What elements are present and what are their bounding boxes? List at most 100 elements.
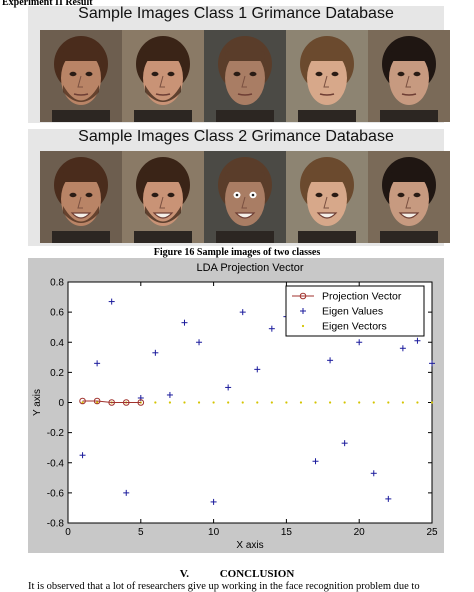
data-point [399, 345, 406, 352]
data-point [343, 401, 346, 404]
legend-label: Projection Vector [322, 291, 402, 303]
y-tick-label: -0.8 [47, 519, 65, 530]
data-point [414, 337, 421, 344]
chart-legend: Projection Vector Eigen Values Eigen Vecto… [285, 285, 425, 337]
section-name: CONCLUSION [219, 568, 295, 580]
y-axis-label: Y axis [32, 389, 43, 416]
y-tick-label: -0.4 [47, 458, 65, 469]
data-point [122, 399, 130, 406]
x-axis-label: X axis [236, 540, 263, 551]
data-point [183, 401, 186, 404]
data-point [96, 401, 99, 404]
data-point [416, 401, 419, 404]
x-tick-label: 0 [65, 527, 71, 538]
series-projection-vector [79, 397, 145, 406]
data-point [270, 401, 273, 404]
legend-label: Eigen Vectors [322, 321, 387, 333]
data-point [299, 401, 303, 404]
section-heading: Experiment II Result [2, 0, 93, 8]
data-point [154, 401, 157, 404]
data-point [285, 401, 288, 404]
data-point [358, 401, 361, 404]
section-title: V. CONCLUSION [0, 568, 474, 580]
lda-projection-chart: LDA Projection Vector 0 5 10 15 20 25 -0.8 -0.6 -… [32, 262, 438, 551]
data-point [314, 401, 317, 404]
sample-panel-class1: Sample Images Class 1 Grimance Database [28, 5, 450, 123]
face-row-class2 [40, 151, 450, 243]
data-point [212, 401, 215, 404]
y-tick-label: -0.6 [47, 488, 65, 499]
face-photo [122, 151, 204, 243]
x-tick-label: 10 [208, 527, 220, 538]
face-photo [40, 151, 122, 243]
y-tick-label: 0.6 [50, 308, 64, 319]
data-point [137, 399, 145, 406]
data-point [239, 309, 246, 316]
data-point [123, 489, 130, 496]
face-photo [204, 30, 286, 122]
data-point [196, 339, 203, 346]
data-point [254, 366, 261, 373]
panel-title-class2: Sample Images Class 2 Grimance Database [78, 128, 394, 145]
data-point [356, 339, 363, 346]
data-point [79, 397, 86, 405]
face-photo [286, 151, 368, 243]
face-row-class1 [40, 30, 450, 122]
data-point [300, 308, 306, 314]
sample-panel-class2: Sample Images Class 2 Grimance Database [28, 128, 450, 246]
data-point [81, 401, 84, 404]
chart-title: LDA Projection Vector [196, 262, 303, 274]
data-point [312, 458, 319, 465]
y-tick-label: -0.2 [47, 428, 65, 439]
body-paragraph: It is observed that a lot of researchers… [28, 581, 420, 592]
section-number: V. [179, 568, 189, 580]
panel-title-class1: Sample Images Class 1 Grimance Database [78, 5, 394, 22]
data-point [225, 384, 232, 391]
data-point [93, 397, 101, 405]
series-eigen-vectors [81, 401, 434, 404]
face-photo [286, 30, 368, 122]
y-tick-label: 0 [58, 398, 64, 409]
face-photo [368, 30, 450, 122]
data-point [385, 495, 392, 502]
series-eigen-values [79, 297, 435, 505]
data-point [429, 360, 435, 367]
data-point [108, 298, 115, 305]
data-point [301, 324, 305, 328]
figure-caption: Figure 16 Sample images of two classes [153, 247, 321, 258]
face-photo [40, 30, 122, 122]
x-tick-label: 20 [354, 527, 366, 538]
data-point [94, 360, 101, 367]
data-point [372, 401, 375, 404]
lda-plot-figure: LDA Projection Vector 0 5 10 15 20 25 -0.8 -0.6 -… [28, 258, 444, 553]
data-point [370, 470, 377, 477]
x-tick-label: 5 [138, 527, 144, 538]
face-photo [204, 151, 286, 243]
x-tick-label: 25 [426, 527, 438, 538]
face-photo [368, 151, 450, 243]
data-point [168, 401, 172, 404]
data-point [387, 401, 390, 404]
data-point [241, 401, 244, 404]
data-point [299, 292, 307, 300]
face-photo [122, 30, 204, 122]
data-point [166, 391, 173, 398]
data-point [227, 401, 230, 404]
x-tick-label: 15 [281, 527, 293, 538]
data-point [430, 401, 434, 404]
data-point [79, 452, 86, 459]
data-point [197, 401, 201, 404]
data-point [256, 401, 259, 404]
y-tick-label: 0.8 [50, 278, 64, 289]
y-tick-label: 0.4 [50, 338, 64, 349]
data-point [152, 349, 159, 356]
data-point [327, 357, 334, 364]
data-point [401, 401, 404, 404]
data-point [181, 319, 188, 326]
series-line [82, 400, 141, 403]
data-point [341, 440, 348, 447]
legend-label: Eigen Values [322, 306, 383, 318]
data-point [268, 325, 275, 332]
data-point [108, 399, 115, 406]
y-tick-label: 0.2 [50, 368, 64, 379]
